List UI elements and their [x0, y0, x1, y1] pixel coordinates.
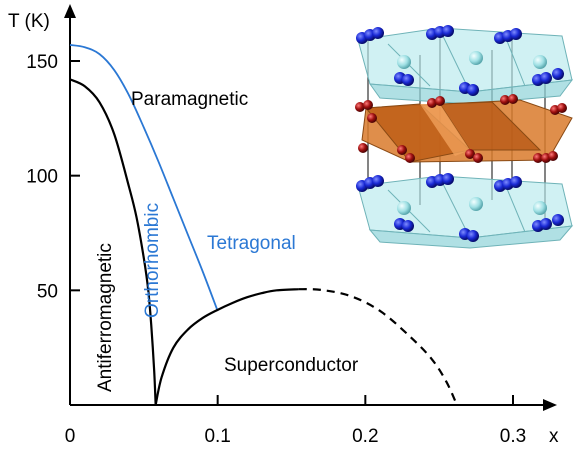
- inset-top-layer: [356, 25, 574, 105]
- y-tick-label: 50: [37, 281, 58, 302]
- x-tick-label: 0.3: [500, 426, 526, 447]
- inset-middle-layer: [355, 94, 573, 163]
- label-orthorhombic: Orthorhombic: [142, 203, 163, 318]
- axes: 0 0.1 0.2 0.3 50 100 150 T (K) x: [8, 4, 559, 447]
- label-tetragonal: Tetragonal: [207, 233, 296, 254]
- inset-bottom-blue-atoms: [356, 173, 564, 242]
- y-ticks: 50 100 150: [26, 52, 80, 302]
- x-ticks: 0 0.1 0.2 0.3: [65, 395, 526, 447]
- x-axis-arrowhead: [543, 399, 557, 411]
- region-labels: Paramagnetic Tetragonal Superconductor A…: [95, 89, 359, 392]
- series-line-superconducting-dome: [154, 288, 299, 406]
- series-line-structural-boundary: [69, 44, 219, 312]
- label-antiferromagnetic: Antiferromagnetic: [95, 243, 116, 392]
- inset-top-blue-atoms: [356, 25, 564, 96]
- label-paramagnetic: Paramagnetic: [131, 89, 248, 110]
- series-layer: [69, 44, 458, 406]
- inset-middle-red-atoms: [355, 94, 567, 163]
- x-tick-label: 0: [65, 426, 76, 447]
- series-line-superconducting-dome-extrapolated: [298, 288, 458, 406]
- y-tick-label: 100: [26, 167, 58, 188]
- y-axis-arrowhead: [64, 4, 76, 18]
- x-axis-title: x: [549, 426, 559, 447]
- series-line-antiferromagnetic-boundary: [69, 78, 157, 406]
- x-tick-label: 0.2: [352, 426, 378, 447]
- inset-bottom-layer: [356, 173, 574, 249]
- x-tick-label: 0.1: [204, 426, 230, 447]
- y-axis-title: T (K): [8, 11, 50, 32]
- y-tick-label: 150: [26, 52, 58, 73]
- crystal-structure-inset: [355, 25, 574, 249]
- label-superconductor: Superconductor: [224, 355, 359, 376]
